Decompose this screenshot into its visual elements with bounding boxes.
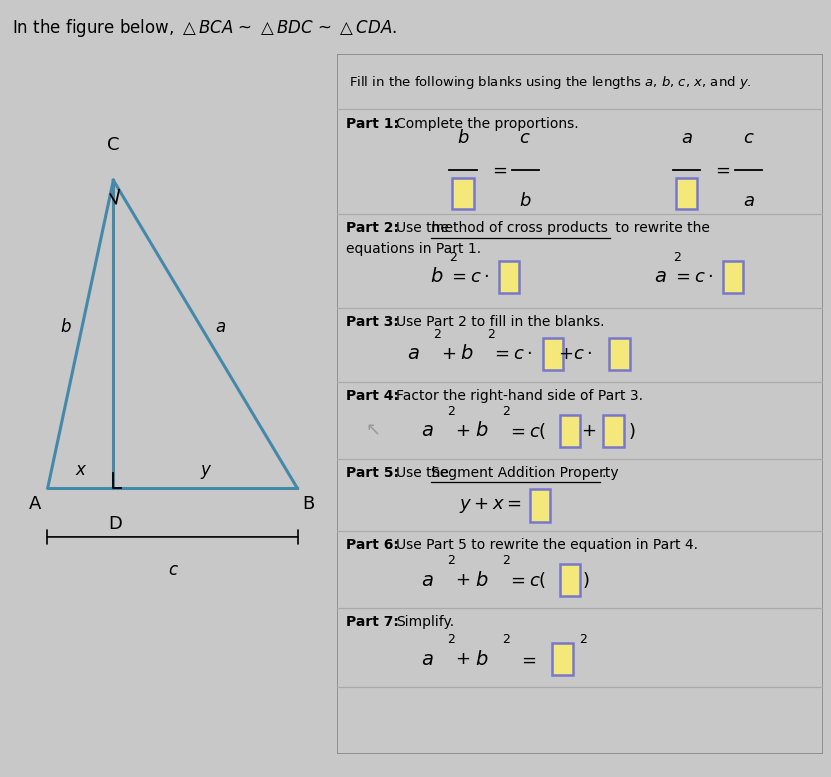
Text: $b$: $b$ [475, 650, 489, 669]
Text: $=$: $=$ [489, 161, 507, 179]
Text: A: A [28, 495, 41, 513]
Text: $b$: $b$ [460, 344, 474, 363]
Text: c: c [168, 561, 177, 580]
Text: $=$: $=$ [712, 161, 731, 179]
Text: $2$: $2$ [502, 633, 510, 646]
Text: a: a [215, 318, 225, 336]
FancyBboxPatch shape [553, 643, 573, 675]
Text: $+ c\cdot$: $+ c\cdot$ [558, 345, 592, 363]
Text: B: B [302, 495, 315, 513]
Text: $+$: $+$ [581, 422, 596, 440]
Text: x: x [76, 462, 86, 479]
Text: Use Part 5 to rewrite the equation in Part 4.: Use Part 5 to rewrite the equation in Pa… [396, 538, 698, 552]
Text: C: C [107, 136, 120, 154]
Text: $+$: $+$ [440, 345, 456, 363]
Text: $2$: $2$ [673, 251, 681, 263]
Text: $2$: $2$ [447, 633, 456, 646]
Text: Part 3:: Part 3: [347, 315, 399, 329]
Text: $)$: $)$ [582, 570, 589, 591]
Text: Part 2:: Part 2: [347, 221, 399, 235]
FancyBboxPatch shape [560, 415, 580, 447]
Text: $a$: $a$ [681, 130, 692, 148]
Text: ↖: ↖ [366, 422, 381, 440]
Text: Part 1:: Part 1: [347, 117, 399, 131]
FancyBboxPatch shape [529, 490, 550, 521]
Text: $2$: $2$ [502, 554, 510, 567]
Text: $a$: $a$ [655, 267, 667, 286]
Text: $a$: $a$ [406, 344, 419, 363]
Text: $= c($: $= c($ [508, 570, 547, 591]
Text: $a$: $a$ [421, 571, 434, 590]
Text: $a$: $a$ [421, 650, 434, 669]
Text: $+$: $+$ [455, 571, 470, 589]
Text: $2$: $2$ [447, 554, 456, 567]
Text: $b$: $b$ [519, 192, 532, 210]
Text: Fill in the following blanks using the lengths $a$, $b$, $c$, $x$, and $y$.: Fill in the following blanks using the l… [349, 74, 751, 91]
Text: $= c\cdot$: $= c\cdot$ [491, 345, 532, 363]
Text: D: D [108, 514, 122, 532]
Text: equations in Part 1.: equations in Part 1. [347, 242, 481, 256]
Text: Use the: Use the [396, 221, 453, 235]
FancyBboxPatch shape [603, 415, 624, 447]
Text: $b$: $b$ [430, 267, 444, 286]
Text: $2$: $2$ [502, 405, 510, 417]
FancyBboxPatch shape [499, 261, 519, 293]
Text: $y + x =$: $y + x =$ [459, 496, 521, 515]
FancyBboxPatch shape [609, 337, 630, 370]
Text: $= c($: $= c($ [508, 420, 547, 441]
Text: Use Part 2 to fill in the blanks.: Use Part 2 to fill in the blanks. [396, 315, 604, 329]
Text: Factor the right-hand side of Part 3.: Factor the right-hand side of Part 3. [396, 388, 643, 402]
Text: In the figure below, $\triangle BCA$ ~ $\triangle BDC$ ~ $\triangle CDA$.: In the figure below, $\triangle BCA$ ~ $… [12, 17, 398, 39]
FancyBboxPatch shape [543, 337, 563, 370]
Text: $b$: $b$ [475, 571, 489, 590]
Text: $= c\cdot$: $= c\cdot$ [448, 268, 489, 286]
FancyBboxPatch shape [722, 261, 743, 293]
Text: $b$: $b$ [475, 421, 489, 440]
Text: Part 6:: Part 6: [347, 538, 399, 552]
FancyBboxPatch shape [452, 178, 474, 209]
Text: $+$: $+$ [455, 422, 470, 440]
Text: $c$: $c$ [519, 130, 531, 148]
Text: Part 5:: Part 5: [347, 465, 399, 479]
Text: $2$: $2$ [578, 633, 588, 646]
FancyBboxPatch shape [676, 178, 697, 209]
Text: $+$: $+$ [455, 650, 470, 668]
Text: $= c\cdot$: $= c\cdot$ [671, 268, 713, 286]
Text: b: b [61, 318, 71, 336]
Text: Simplify.: Simplify. [396, 615, 454, 629]
Text: Segment Addition Property: Segment Addition Property [430, 465, 618, 479]
Text: Complete the proportions.: Complete the proportions. [396, 117, 578, 131]
Text: $2$: $2$ [433, 328, 441, 340]
FancyBboxPatch shape [560, 564, 580, 597]
Text: $2$: $2$ [487, 328, 496, 340]
Text: Part 4:: Part 4: [347, 388, 399, 402]
Text: $)$: $)$ [628, 420, 636, 441]
Text: $2$: $2$ [450, 251, 458, 263]
Text: to rewrite the: to rewrite the [611, 221, 710, 235]
Text: $=$: $=$ [518, 650, 537, 668]
Text: $a$: $a$ [743, 192, 755, 210]
Text: $2$: $2$ [447, 405, 456, 417]
Text: $c$: $c$ [743, 130, 755, 148]
Text: $b$: $b$ [457, 130, 470, 148]
Text: $a$: $a$ [421, 421, 434, 440]
Text: Part 7:: Part 7: [347, 615, 399, 629]
Text: Use the: Use the [396, 465, 453, 479]
Text: .: . [601, 465, 606, 479]
Text: y: y [200, 462, 210, 479]
Text: method of cross products: method of cross products [430, 221, 607, 235]
